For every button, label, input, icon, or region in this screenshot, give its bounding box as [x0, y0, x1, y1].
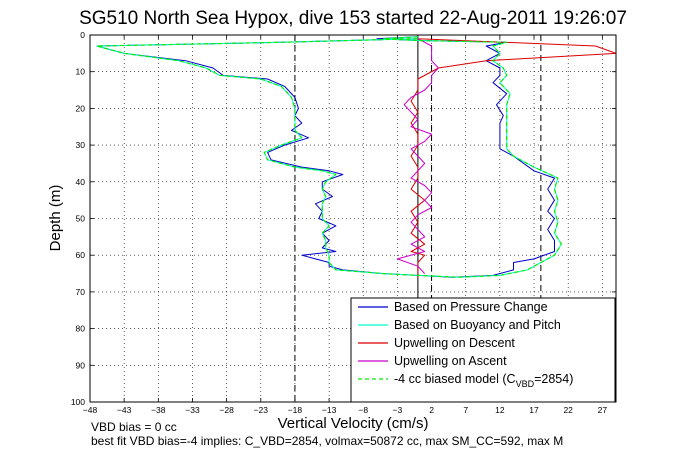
y-tick-label: 90 — [76, 360, 86, 370]
x-tick-label: −28 — [219, 405, 234, 415]
x-tick-label: −33 — [185, 405, 200, 415]
y-tick-label: 70 — [76, 287, 86, 297]
x-tick-label: 17 — [529, 405, 539, 415]
y-axis-ticks: 0 10 20 30 40 50 60 70 80 90 100 — [71, 30, 616, 407]
x-tick-label: 12 — [495, 405, 505, 415]
y-tick-label: 20 — [76, 103, 86, 113]
legend-label: -4 cc biased model (CVBD=2854) — [394, 372, 573, 389]
y-tick-label: 80 — [76, 324, 86, 334]
x-tick-label: −18 — [288, 405, 303, 415]
legend: Based on Pressure Change Based on Buoyanc… — [350, 297, 616, 403]
vbd-bias-note: VBD bias = 0 cc — [91, 420, 177, 434]
x-tick-label: −23 — [254, 405, 269, 415]
x-tick-label: 27 — [598, 405, 608, 415]
x-tick-label: −43 — [117, 405, 132, 415]
series-line — [396, 38, 439, 274]
y-tick-label: 100 — [71, 397, 85, 407]
legend-box — [350, 297, 616, 403]
chart-title: SG510 North Sea Hypox, dive 153 started … — [79, 8, 627, 29]
series-line — [96, 36, 563, 278]
legend-label: Upwelling on Ascent — [394, 354, 507, 368]
best-fit-note: best fit VBD bias=-4 implies: C_VBD=2854… — [91, 434, 563, 448]
series-line — [96, 36, 555, 278]
legend-label: Upwelling on Descent — [394, 336, 515, 350]
y-tick-label: 40 — [76, 177, 86, 187]
y-axis-label: Depth (m) — [47, 185, 64, 252]
x-tick-label: −8 — [358, 405, 368, 415]
legend-label: Based on Pressure Change — [394, 300, 548, 314]
x-tick-label: −38 — [151, 405, 166, 415]
series-lines — [96, 36, 617, 278]
x-tick-label: −13 — [322, 405, 337, 415]
x-tick-label: 7 — [463, 405, 468, 415]
x-tick-label: 2 — [429, 405, 434, 415]
y-tick-label: 30 — [76, 140, 86, 150]
series-line — [410, 38, 617, 278]
x-tick-label: −3 — [393, 405, 403, 415]
y-tick-label: 60 — [76, 250, 86, 260]
x-tick-label: 22 — [563, 405, 573, 415]
y-tick-label: 50 — [76, 214, 86, 224]
x-axis-label: Vertical Velocity (cm/s) — [278, 415, 429, 432]
legend-label: Based on Buoyancy and Pitch — [394, 318, 561, 332]
y-tick-label: 0 — [80, 30, 85, 40]
x-tick-label: −48 — [83, 405, 98, 415]
x-axis-ticks: −48 −43 −38 −33 −28 −23 −18 −13 −8 −3 2 7 12 17 22 27 — [83, 35, 608, 415]
y-tick-label: 10 — [76, 67, 86, 77]
